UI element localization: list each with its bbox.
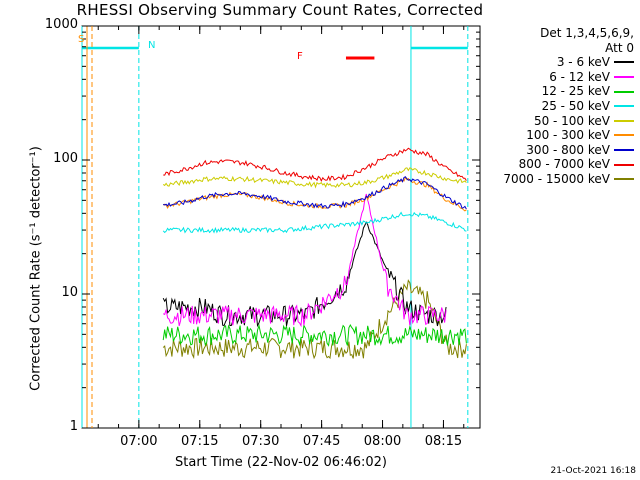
legend-entry: 7000 - 15000 keV — [503, 172, 634, 187]
y-tick-label: 1 — [69, 419, 78, 434]
series-line-8 — [162, 279, 467, 360]
y-tick-label: 10 — [61, 285, 78, 300]
legend-label: 12 - 25 keV — [541, 84, 610, 99]
legend-label: 25 - 50 keV — [541, 98, 610, 113]
series-line-3 — [162, 211, 467, 234]
legend-label: 50 - 100 keV — [533, 113, 610, 128]
flare-flag-label: F — [297, 51, 303, 62]
legend-header-line2: Att 0 — [605, 40, 634, 55]
legend-label: 100 - 300 keV — [526, 128, 610, 143]
legend-swatch — [614, 178, 634, 181]
series-line-0 — [162, 221, 447, 328]
legend-entry: 800 - 7000 keV — [503, 157, 634, 172]
legend-label: 6 - 12 keV — [549, 69, 610, 84]
legend-entry: 100 - 300 keV — [503, 128, 634, 143]
legend-swatch — [614, 76, 634, 79]
series-line-6 — [163, 176, 467, 210]
legend-header-line1: Det 1,3,4,5,6,9, — [540, 26, 634, 40]
x-tick-label: 07:30 — [241, 434, 280, 449]
y-tick-label: 1000 — [44, 17, 78, 32]
timestamp: 21-Oct-2021 16:18 — [550, 466, 636, 476]
series-line-7 — [163, 147, 467, 182]
x-tick-label: 08:00 — [363, 434, 402, 449]
legend-entry: 6 - 12 keV — [503, 70, 634, 85]
legend-entry: 3 - 6 keV — [503, 55, 634, 70]
x-tick-label: 07:15 — [181, 434, 219, 449]
legend-swatch — [614, 119, 634, 122]
legend-label: 3 - 6 keV — [556, 55, 610, 70]
legend-swatch — [614, 163, 634, 166]
legend: Det 1,3,4,5,6,9, Att 0 3 - 6 keV 6 - 12 k… — [503, 26, 634, 187]
legend-entry: 50 - 100 keV — [503, 114, 634, 129]
plot-border — [81, 25, 481, 429]
legend-swatch — [614, 105, 634, 108]
legend-entry: 300 - 800 keV — [503, 143, 634, 158]
x-axis-label: Start Time (22-Nov-02 06:46:02) — [175, 455, 387, 470]
legend-swatch — [614, 134, 634, 137]
saa-flag-label: S — [78, 34, 85, 45]
series-line-1 — [162, 193, 447, 328]
series-line-2 — [162, 323, 467, 347]
x-tick-label: 07:00 — [120, 434, 158, 449]
x-tick-label: 08:15 — [424, 434, 463, 449]
chart-title: RHESSI Observing Summary Count Rates, Co… — [76, 1, 484, 19]
y-axis-label: Corrected Count Rate (s⁻¹ detector⁻¹) — [28, 146, 44, 391]
plot-frame — [81, 25, 481, 429]
legend-entry: 25 - 50 keV — [503, 99, 634, 114]
night-markers — [81, 26, 469, 428]
legend-label: 300 - 800 keV — [526, 142, 610, 157]
night-flag-label: N — [148, 40, 156, 51]
legend-swatch — [614, 149, 634, 152]
legend-swatch — [614, 90, 634, 93]
legend-label: 7000 - 15000 keV — [503, 171, 610, 186]
legend-swatch — [614, 61, 634, 64]
legend-entry: 12 - 25 keV — [503, 84, 634, 99]
legend-rows: 3 - 6 keV 6 - 12 keV 12 - 25 keV 25 - 50 ke… — [503, 55, 634, 186]
x-tick-label: 07:45 — [302, 434, 341, 449]
series-line-4 — [162, 167, 467, 189]
axis-ticks — [82, 25, 480, 429]
series-layer — [162, 147, 467, 360]
legend-label: 800 - 7000 keV — [518, 157, 610, 172]
y-tick-label: 100 — [53, 151, 78, 166]
